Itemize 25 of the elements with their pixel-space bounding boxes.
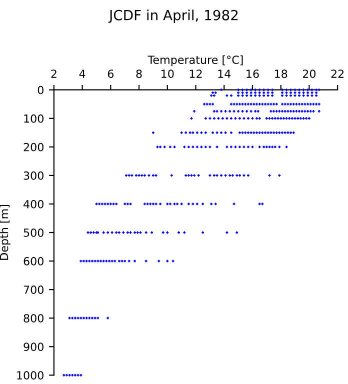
x-tick-label: 20 bbox=[302, 70, 316, 78]
y-tick-label: 700 bbox=[24, 286, 44, 294]
y-tick-label: 300 bbox=[24, 171, 44, 180]
x-tick-label: 12 bbox=[190, 70, 202, 78]
y-axis-title: Depth [m] bbox=[0, 205, 10, 260]
x-tick-label: 2 bbox=[51, 70, 56, 78]
y-tick-label: 100 bbox=[24, 114, 44, 123]
x-tick-label: 4 bbox=[79, 70, 86, 78]
y-tick-label: 0 bbox=[38, 86, 44, 94]
x-tick-label: 16 bbox=[246, 70, 259, 78]
x-axis-title: Temperature [°C] bbox=[148, 55, 243, 66]
x-tick-label: 22 bbox=[331, 70, 344, 78]
y-tick-label: 400 bbox=[24, 200, 44, 208]
y-tick-label: 500 bbox=[24, 228, 44, 237]
x-tick-label: 6 bbox=[108, 70, 114, 78]
y-tick-label: 900 bbox=[24, 342, 44, 352]
x-tick-label: 18 bbox=[274, 70, 288, 78]
y-tick-label: 800 bbox=[24, 314, 44, 322]
x-tick-label: 8 bbox=[136, 70, 142, 78]
x-tick-label: 14 bbox=[218, 70, 231, 78]
y-tick-label: 1000 bbox=[17, 371, 44, 380]
x-tick-label: 10 bbox=[162, 70, 174, 78]
y-tick-label: 600 bbox=[24, 257, 44, 266]
y-tick-label: 200 bbox=[24, 142, 44, 152]
chart-title: JCDF in April, 1982 bbox=[108, 10, 238, 24]
